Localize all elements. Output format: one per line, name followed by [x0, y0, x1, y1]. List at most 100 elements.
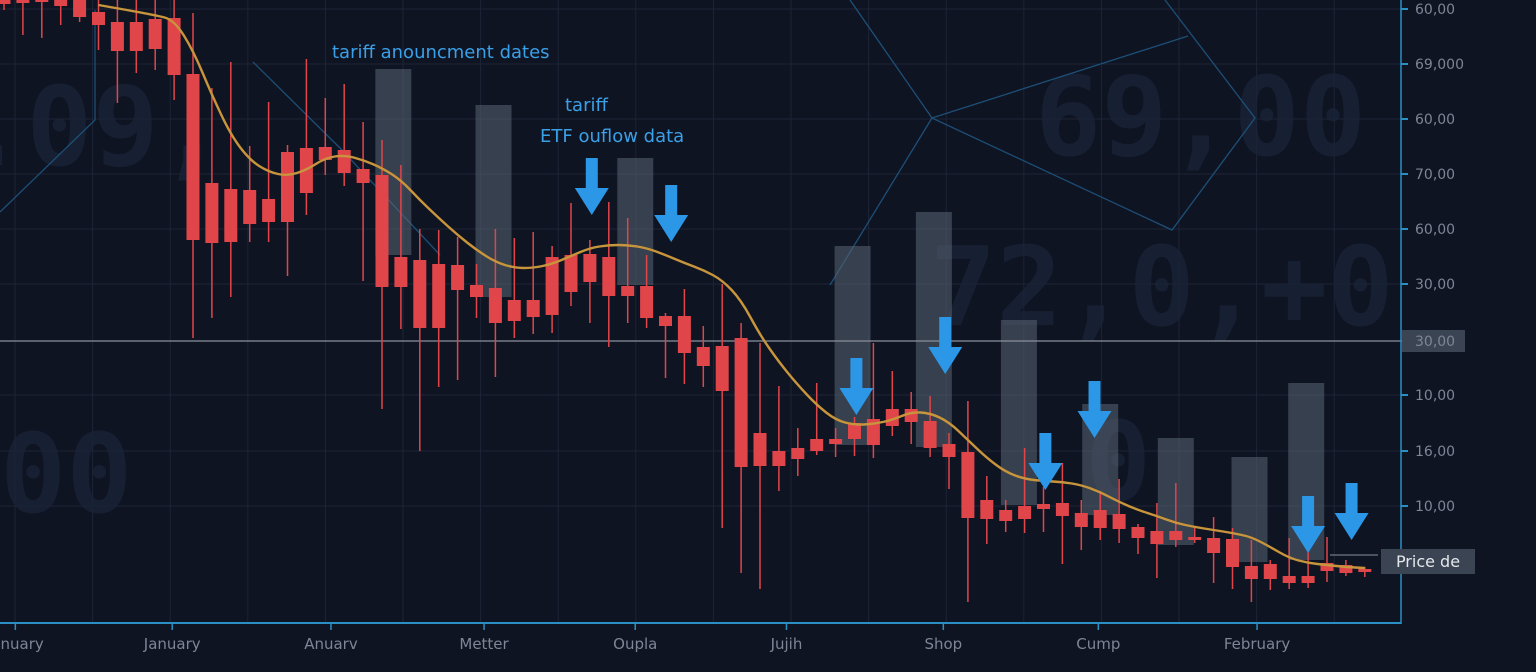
candle [980, 476, 994, 544]
candle [810, 383, 824, 455]
candle [1169, 483, 1183, 547]
candle-body [488, 288, 502, 323]
candle-body [583, 254, 597, 282]
x-tick-label: Shop [924, 635, 962, 653]
candle-body [1093, 510, 1107, 528]
down-arrow-icon [839, 358, 874, 415]
candle [167, 0, 181, 100]
candle [356, 122, 370, 281]
candle-body [1244, 566, 1258, 579]
y-tick-label: 69,000 [1415, 57, 1464, 73]
x-tick-label: January [0, 635, 44, 653]
candle-body [224, 189, 238, 242]
candle-body [1131, 527, 1145, 538]
candle [1093, 491, 1107, 540]
candle-body [564, 255, 578, 292]
candle-body [999, 510, 1013, 521]
x-tick-label: Jujih [770, 635, 803, 653]
candle [791, 428, 805, 476]
annotation-etf-outflow: ETF ouflow data [540, 126, 684, 147]
candle-body [526, 300, 540, 317]
candle [961, 401, 975, 602]
candle-body [1169, 531, 1183, 540]
candle-body [923, 421, 937, 448]
down-arrow-icon [654, 185, 689, 242]
y-tick-label: 10,00 [1415, 499, 1455, 515]
candle [545, 246, 559, 333]
candle [1358, 567, 1372, 577]
annotation-tariff: tariff [565, 95, 608, 116]
candle-body [753, 433, 767, 466]
candle [16, 0, 30, 35]
candle [602, 202, 616, 347]
overlay-bar [834, 246, 871, 445]
x-tick-label: February [1224, 635, 1291, 653]
overlay-bar [1000, 320, 1037, 505]
candle-body [413, 260, 427, 328]
candle [1112, 479, 1126, 543]
y-tick-label: 60,00 [1415, 2, 1455, 18]
x-tick-label: Oupla [613, 635, 657, 653]
candle-body [110, 22, 124, 51]
candle-body [16, 0, 30, 3]
annotations: tariff anouncment dates tariff ETF ouflo… [332, 42, 684, 147]
candle [1037, 487, 1050, 532]
candle-body [791, 448, 805, 459]
y-tick-label: 60,00 [1415, 112, 1455, 128]
candle [394, 165, 408, 329]
candle-body [0, 0, 11, 4]
candle [507, 238, 521, 338]
watermark: 00 [0, 410, 132, 538]
deco-line [931, 0, 1256, 231]
axes [0, 0, 1402, 624]
candle [1055, 463, 1069, 564]
candle-body [394, 257, 408, 287]
candle-body [1263, 564, 1277, 579]
candle-body [1055, 503, 1069, 516]
candle [470, 264, 483, 318]
candle [1074, 500, 1088, 550]
down-arrow-icon [1334, 483, 1369, 540]
candle [640, 255, 654, 328]
candle [375, 140, 389, 409]
candle-body [640, 286, 654, 318]
candle [866, 343, 880, 458]
candle-body [1282, 576, 1296, 583]
candle [1131, 524, 1145, 554]
candle [318, 98, 332, 175]
candle-body [545, 257, 559, 315]
y-axis-ticks: 60,00 69,000 60,00 70,00 60,00 30,00 30,00 10,0… [1401, 2, 1465, 515]
candle-body [1074, 513, 1088, 527]
candle-body [942, 444, 956, 457]
x-tick-label: January [143, 635, 201, 653]
watermark: 72,0,+0 [930, 223, 1394, 351]
candle-body [356, 169, 370, 183]
candle [942, 433, 956, 489]
candle-body [866, 419, 880, 445]
y-tick-label: 60,00 [1415, 222, 1455, 238]
candle [734, 323, 748, 573]
candle-body [1018, 506, 1032, 519]
candle-body [1207, 538, 1221, 553]
candle [1188, 526, 1202, 543]
candle-body [715, 346, 729, 391]
down-arrow-icon [928, 317, 963, 374]
x-tick-label: Metter [459, 635, 509, 653]
down-arrows [574, 158, 1369, 553]
down-arrow-icon [1291, 496, 1326, 553]
candle [299, 59, 313, 215]
candle [54, 0, 68, 25]
candle-body [432, 264, 446, 328]
candle [148, 0, 162, 70]
candle-body [451, 265, 465, 290]
candle-body [205, 183, 219, 243]
candle [451, 237, 465, 380]
candle [999, 500, 1013, 532]
watermark: 69,00 [1035, 53, 1366, 181]
candle [1282, 538, 1296, 589]
candle-body [621, 286, 635, 296]
x-tick-label: Anuarv [304, 635, 358, 653]
candle-body [507, 300, 521, 321]
candle [564, 203, 578, 306]
candle-body [904, 409, 918, 422]
